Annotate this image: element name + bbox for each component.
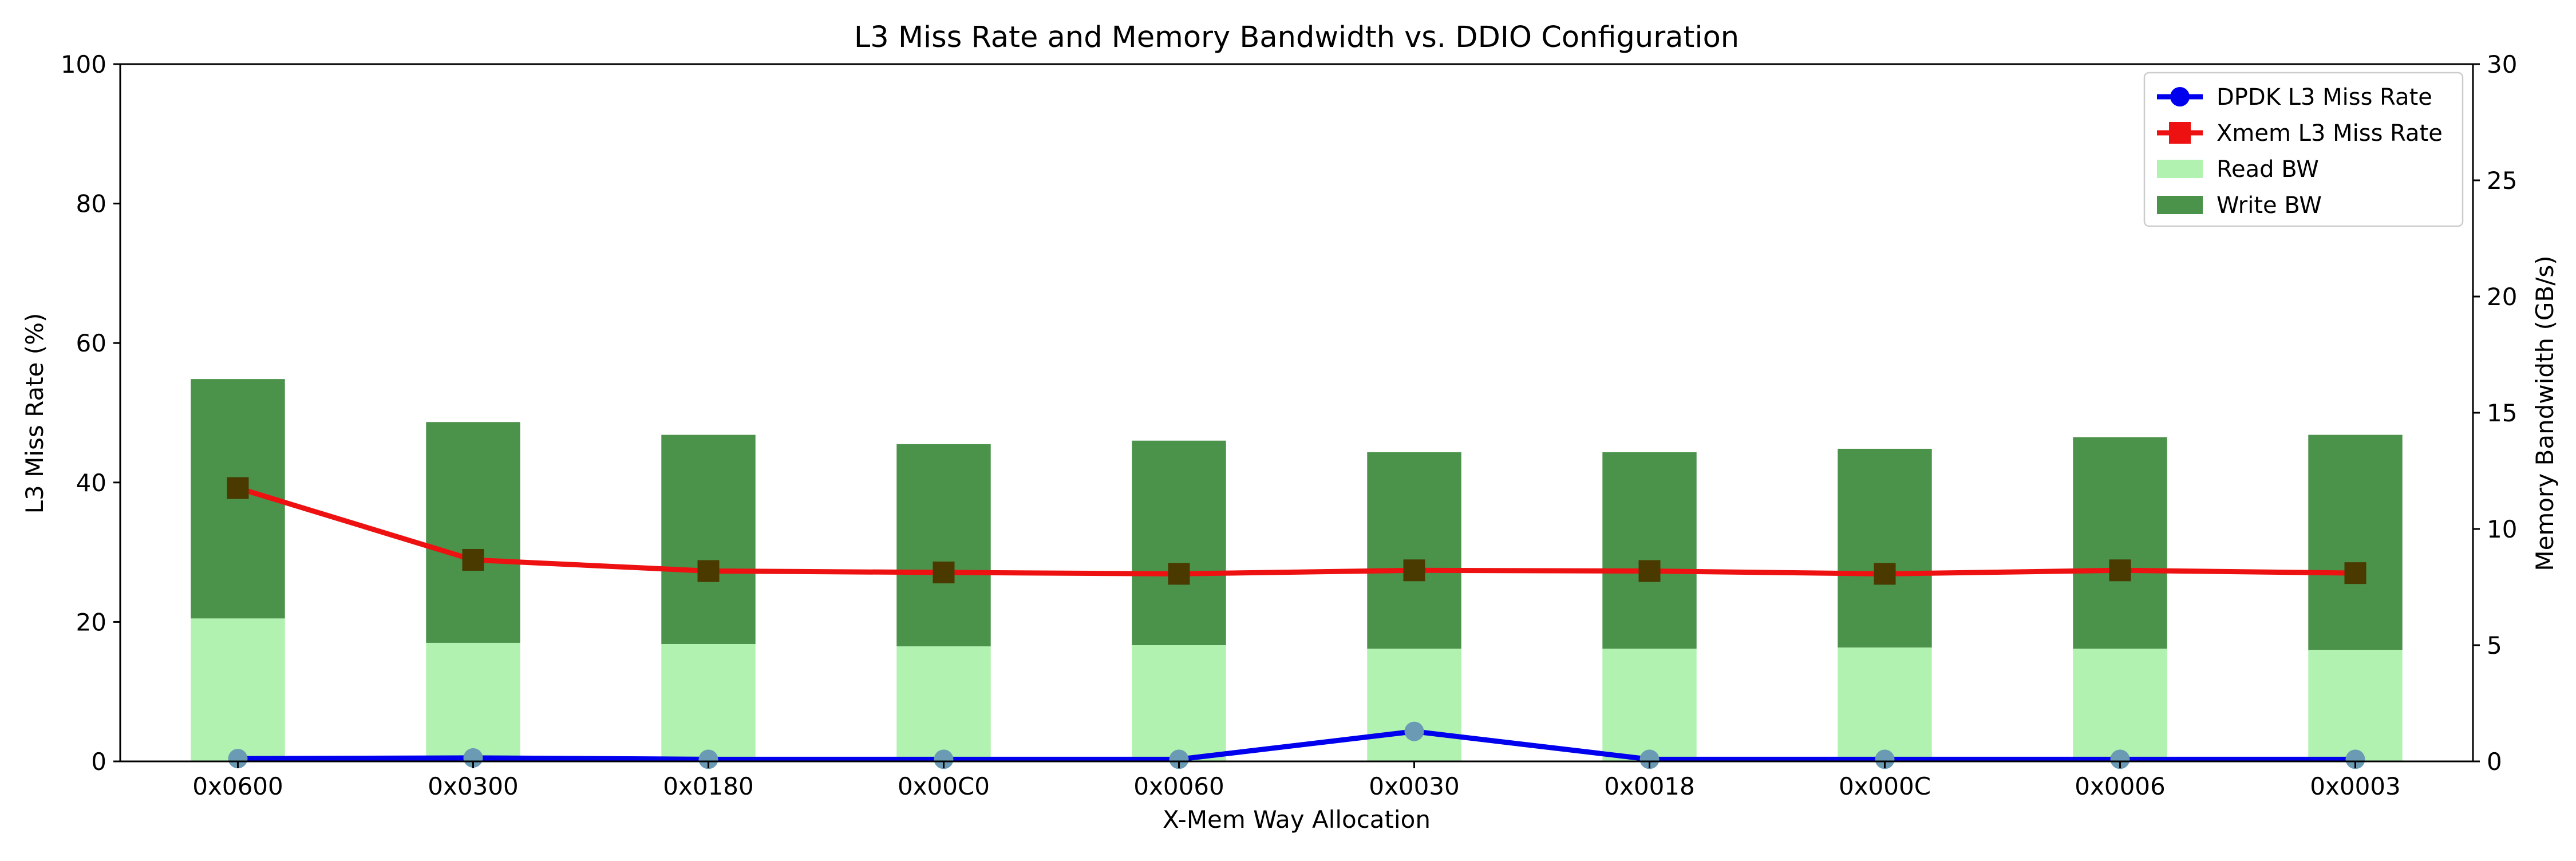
dpdk-miss-rate-point-9: [2345, 749, 2365, 769]
y-tick-label-right-6: 30: [2487, 50, 2517, 78]
x-tick-label-8: 0x0006: [2075, 772, 2165, 800]
x-tick-label-9: 0x0003: [2310, 772, 2400, 800]
dpdk-miss-rate-line: [235, 729, 2358, 762]
dpdk-miss-rate-point-0: [228, 749, 248, 769]
y-axis-label-left: L3 Miss Rate (%): [21, 313, 49, 514]
y-tick-label-right-5: 25: [2487, 167, 2517, 195]
dpdk-miss-rate-point-7: [1875, 749, 1895, 769]
x-tick-label-0: 0x0600: [192, 772, 283, 800]
write-bw-bar-3: [896, 444, 991, 647]
read-bw-bar-5: [1367, 649, 1461, 761]
y-tick-label-right-2: 10: [2487, 515, 2517, 543]
legend-swatch-3: [2157, 196, 2203, 214]
read-bw-bar-0: [191, 618, 285, 761]
y-tick-label-left-1: 20: [76, 608, 106, 636]
xmem-miss-rate-point-0: [227, 477, 249, 499]
xmem-miss-rate-point-5: [1403, 559, 1425, 582]
xmem-miss-rate-point-4: [1168, 563, 1190, 585]
write-bw-bar-2: [661, 435, 756, 644]
legend-marker-0: [2170, 87, 2190, 106]
legend-label-0: DPDK L3 Miss Rate: [2217, 84, 2432, 110]
y-tick-label-right-0: 0: [2487, 748, 2502, 776]
y-tick-label-left-4: 80: [76, 190, 106, 218]
legend: DPDK L3 Miss Rate Xmem L3 Miss Rate Read B…: [2143, 72, 2464, 227]
xmem-miss-rate-point-3: [933, 561, 955, 583]
x-axis-label: X-Mem Way Allocation: [1163, 805, 1431, 834]
legend-label-2: Read BW: [2217, 156, 2319, 183]
y-tick-label-left-3: 60: [76, 329, 106, 357]
x-tick-label-1: 0x0300: [428, 772, 518, 800]
legend-label-1: Xmem L3 Miss Rate: [2217, 120, 2443, 147]
dpdk-miss-rate-point-1: [463, 748, 483, 768]
y-tick-label-left-2: 40: [76, 469, 106, 497]
x-tick-label-5: 0x0030: [1369, 772, 1459, 800]
y-tick-label-left-5: 100: [61, 50, 106, 78]
legend-swatch-2: [2157, 160, 2203, 178]
y-axis-label-right: Memory Bandwidth (GB/s): [2531, 255, 2559, 571]
y-tick-label-left-0: 0: [91, 748, 106, 776]
xmem-miss-rate-point-7: [1874, 563, 1896, 585]
read-bw-bar-4: [1132, 645, 1226, 761]
xmem-miss-rate-point-6: [1638, 560, 1661, 582]
chart-title: L3 Miss Rate and Memory Bandwidth vs. DD…: [854, 21, 1739, 54]
xmem-miss-rate-point-2: [697, 560, 720, 582]
xmem-miss-rate-point-8: [2109, 559, 2131, 582]
write-bw-bar-5: [1367, 452, 1461, 649]
axes-layer: 0 20 40 60 80 100 0 5 10 15 20 25 30 0x0600 0x0300 0x01…: [61, 50, 2518, 800]
legend-box: [2143, 72, 2464, 227]
write-bw-bar-8: [2073, 437, 2167, 649]
dpdk-miss-rate-point-5: [1404, 721, 1424, 741]
read-bw-bar-8: [2073, 649, 2167, 761]
y-tick-label-right-1: 5: [2487, 631, 2502, 659]
dpdk-miss-rate-point-3: [934, 749, 954, 769]
legend-marker-1: [2169, 122, 2191, 144]
x-tick-label-4: 0x0060: [1133, 772, 1224, 800]
x-tick-label-7: 0x000C: [1839, 772, 1931, 800]
x-tick-label-2: 0x0180: [663, 772, 753, 800]
y-tick-label-right-4: 20: [2487, 283, 2517, 311]
xmem-miss-rate-point-1: [462, 548, 484, 571]
read-bw-bar-6: [1602, 649, 1697, 761]
write-bw-bar-9: [2308, 435, 2403, 650]
xmem-miss-rate-line: [235, 485, 2358, 576]
read-bw-bar-7: [1838, 647, 1932, 761]
xmem-miss-rate-point-9: [2344, 562, 2366, 584]
bars-layer: [191, 379, 2403, 761]
legend-label-3: Write BW: [2217, 192, 2322, 219]
dpdk-miss-rate-point-6: [1639, 749, 1660, 769]
read-bw-bar-3: [896, 646, 991, 761]
read-bw-bar-9: [2308, 650, 2403, 761]
write-bw-bar-7: [1838, 448, 1932, 648]
y-tick-label-right-3: 15: [2487, 399, 2517, 427]
write-bw-bar-1: [426, 422, 520, 643]
x-tick-label-3: 0x00C0: [898, 772, 990, 800]
x-tick-label-6: 0x0018: [1604, 772, 1694, 800]
dpdk-miss-rate-point-4: [1169, 749, 1189, 769]
write-bw-bar-6: [1602, 452, 1697, 649]
dpdk-miss-rate-point-8: [2110, 749, 2130, 769]
write-bw-bar-4: [1132, 440, 1226, 645]
read-bw-bar-1: [426, 642, 520, 761]
read-bw-bar-2: [661, 643, 756, 761]
lines-layer: [227, 477, 2366, 769]
dpdk-miss-rate-point-2: [698, 749, 718, 769]
